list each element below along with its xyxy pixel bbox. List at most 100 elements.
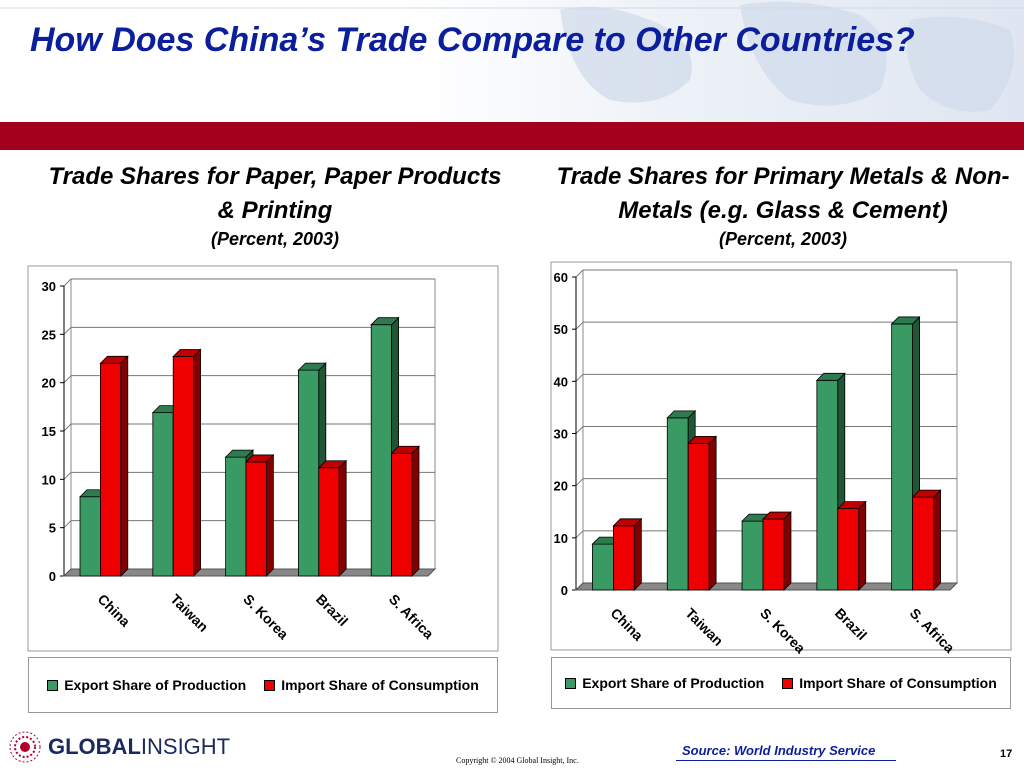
bar-import <box>762 511 792 591</box>
chart1-title: Trade Shares for Paper, Paper Products &… <box>48 163 502 224</box>
source-note: Source: World Industry Service <box>682 743 876 758</box>
bar-import <box>911 489 942 591</box>
bar-top <box>762 511 792 520</box>
y-tick-label: 40 <box>554 374 568 389</box>
bar-top <box>815 372 846 381</box>
bar-top <box>370 317 400 326</box>
gridline-depth <box>575 269 584 278</box>
chart2-title-block: Trade Shares for Primary Metals & Non-Me… <box>538 160 1024 250</box>
copyright-text: Copyright © 2004 Global Insight, Inc. <box>456 756 579 765</box>
bar-front <box>666 417 689 591</box>
gridline-depth <box>575 426 584 434</box>
bar-top <box>666 410 697 419</box>
bar-front <box>592 543 614 591</box>
legend-swatch-green <box>565 677 577 689</box>
gridline-depth <box>63 423 72 432</box>
bar-import <box>687 435 718 591</box>
bar-top <box>99 355 129 364</box>
legend-swatch-red <box>782 677 794 689</box>
bar-top <box>224 449 254 458</box>
source-underline <box>676 760 896 761</box>
bar-import <box>172 348 202 577</box>
bar-side <box>708 435 717 591</box>
bar-front <box>912 496 934 591</box>
logo-wordmark: GLOBALINSIGHT <box>48 734 230 760</box>
gridline-depth <box>63 326 72 335</box>
gridline-depth <box>63 375 72 384</box>
gridline-depth <box>63 278 72 287</box>
header-band <box>0 0 1024 122</box>
bar-top <box>687 436 718 444</box>
global-insight-logo: GLOBALINSIGHT <box>8 730 230 764</box>
logo-wordmark-bold: GLOBAL <box>48 734 141 759</box>
y-tick-label: 25 <box>42 327 56 342</box>
chart1-title-block: Trade Shares for Paper, Paper Products &… <box>40 160 510 250</box>
bar-import <box>99 355 129 577</box>
y-tick-label: 5 <box>49 521 56 536</box>
y-tick-label: 30 <box>554 427 568 442</box>
gridline-depth <box>575 321 584 330</box>
bar-top <box>245 454 275 463</box>
y-tick-label: 20 <box>554 479 568 494</box>
bar-front <box>741 520 764 591</box>
chart1-legend-export-label: Export Share of Production <box>64 677 247 693</box>
chart2-legend-import: Import Share of Consumption <box>782 675 997 691</box>
chart1-legend: Export Share of Production Import Share … <box>28 657 498 713</box>
chart2-legend-export-label: Export Share of Production <box>582 675 765 691</box>
bar-top <box>390 445 420 454</box>
chart1-legend-import-label: Import Share of Consumption <box>281 677 479 693</box>
bar-top <box>172 349 202 357</box>
y-tick-label: 0 <box>49 569 56 584</box>
bar-side <box>858 500 867 591</box>
bar-import <box>836 500 867 591</box>
slide-title: How Does China’s Trade Compare to Other … <box>30 21 915 59</box>
gridline-depth <box>575 530 584 539</box>
y-tick-label: 30 <box>42 279 56 294</box>
bar-top <box>911 489 942 498</box>
y-tick-label: 20 <box>42 376 56 391</box>
gridline-depth <box>63 471 72 480</box>
legend-swatch-green <box>47 679 59 691</box>
y-tick-label: 0 <box>561 583 568 598</box>
bar-top <box>297 362 327 371</box>
bar-front <box>762 518 785 591</box>
bar-side <box>633 517 642 591</box>
bar-side <box>933 489 941 591</box>
gridline-depth <box>63 520 72 529</box>
bar-top <box>836 501 867 510</box>
chart1-legend-export: Export Share of Production <box>47 677 246 693</box>
y-tick-label: 10 <box>42 472 56 487</box>
bar-import <box>245 453 275 577</box>
bar-side <box>783 511 792 591</box>
bar-front <box>837 508 860 591</box>
bar-import <box>390 445 420 577</box>
bar-import <box>317 459 348 577</box>
world-map-background <box>0 1 1024 112</box>
bar-top <box>612 518 643 527</box>
legend-swatch-red <box>264 679 276 691</box>
bar-top <box>317 460 348 469</box>
y-tick-label: 60 <box>554 270 568 285</box>
chart2-legend-export: Export Share of Production <box>565 675 764 691</box>
bar-front <box>891 323 914 591</box>
bar-front <box>687 443 710 591</box>
chart2-legend: Export Share of Production Import Share … <box>551 657 1011 709</box>
logo-wordmark-light: INSIGHT <box>140 734 231 759</box>
globe-dots-icon <box>9 731 41 763</box>
page-number: 17 <box>1000 748 1013 760</box>
bar-front <box>816 379 839 591</box>
chart1-subtitle: (Percent, 2003) <box>210 229 340 249</box>
bar-import <box>612 517 643 591</box>
chart2-title: Trade Shares for Primary Metals & Non-Me… <box>556 163 1010 224</box>
title-divider-band <box>0 122 1024 150</box>
gridline-depth <box>575 373 584 382</box>
bar-front <box>613 525 635 591</box>
y-tick-label: 15 <box>42 424 56 439</box>
y-tick-label: 10 <box>554 531 568 546</box>
chart1-legend-import: Import Share of Consumption <box>264 677 479 693</box>
chart2-legend-import-label: Import Share of Consumption <box>799 675 997 691</box>
y-tick-label: 50 <box>554 322 568 337</box>
chart2-subtitle: (Percent, 2003) <box>718 229 848 249</box>
